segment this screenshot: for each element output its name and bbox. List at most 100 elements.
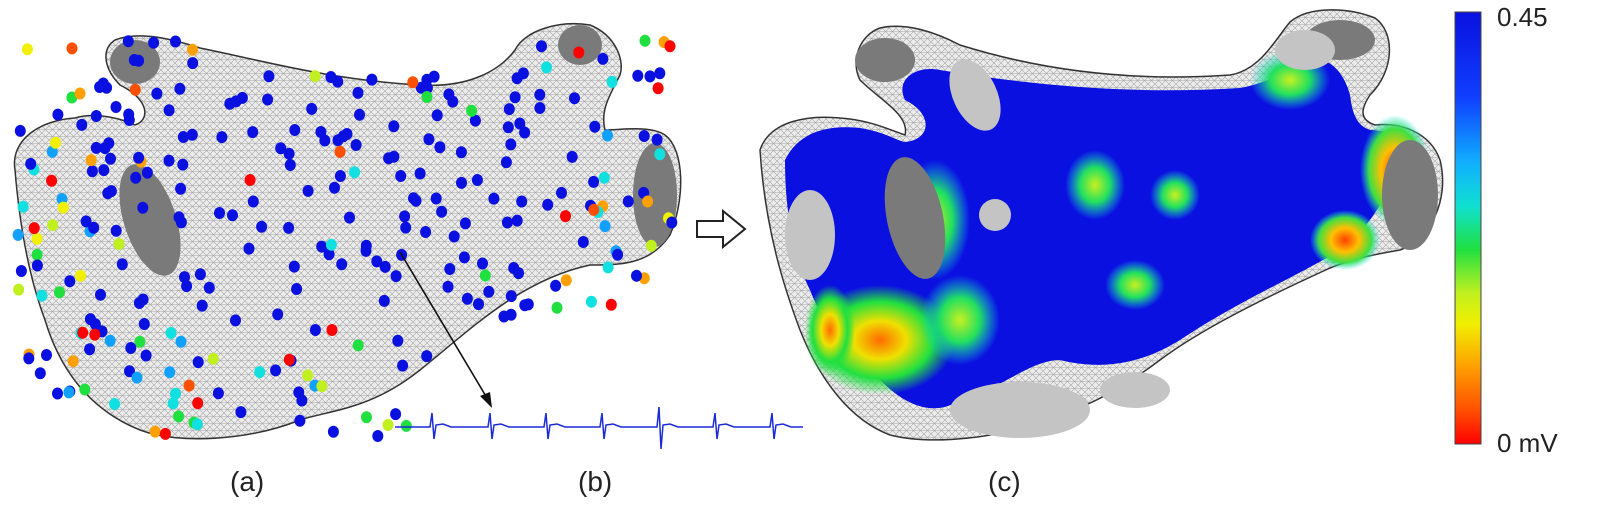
electrogram-trace [395, 406, 803, 450]
unmapped-patch-5 [1100, 372, 1170, 408]
electrode-point [52, 108, 64, 121]
electrode-point [50, 136, 61, 149]
electrode-point [31, 259, 43, 272]
electrode-point [275, 142, 287, 155]
electrode-point [31, 232, 43, 245]
electrode-point [110, 224, 122, 237]
electrode-point [54, 286, 65, 299]
electrode-point [137, 201, 149, 214]
electrode-point [397, 359, 409, 372]
electrode-point [652, 82, 664, 95]
electrode-point [414, 167, 426, 180]
electrode-point [602, 261, 614, 274]
scar-region-5 [1105, 260, 1165, 310]
electrode-point [235, 406, 247, 419]
electrode-point [509, 91, 521, 104]
electrode-point [302, 184, 314, 197]
electrode-point [134, 335, 146, 348]
electrode-point [165, 327, 177, 339]
scar-region-4 [1150, 170, 1200, 220]
electrode-point [573, 46, 585, 59]
electrode-point [408, 192, 419, 205]
electrode-point [167, 397, 179, 410]
electrode-point [84, 343, 96, 356]
colorbar-max-label: 0.45 [1497, 2, 1548, 32]
electrode-point [175, 335, 187, 348]
electrode-point [113, 238, 125, 250]
electrode-point [181, 280, 193, 293]
electrode-point [124, 365, 135, 378]
electrode-point [605, 298, 617, 311]
electrode-point [13, 283, 25, 296]
electrode-point [170, 387, 181, 400]
electrode-point [371, 255, 383, 268]
electrode-point [631, 269, 642, 282]
electrode-point [589, 120, 601, 133]
electrode-point [159, 427, 171, 440]
electrode-point [244, 174, 256, 186]
unmapped-patch-1 [949, 59, 1001, 131]
pointer-arrow-icon [399, 251, 488, 399]
electrode-point [337, 130, 349, 143]
colorbar-scale [1454, 11, 1482, 445]
electrode-point [350, 139, 362, 151]
electrode-point [243, 242, 255, 255]
electrode-point [316, 380, 328, 393]
vein-opening-a1 [119, 164, 181, 276]
electrode-point [90, 141, 102, 154]
electrode-point [654, 148, 666, 161]
electrode-point [400, 221, 412, 234]
electrode-point [664, 40, 676, 53]
electrode-point [88, 221, 100, 234]
electrode-point [349, 166, 361, 179]
electrode-point [352, 339, 364, 352]
vein-opening-c2 [855, 38, 915, 82]
electrode-point [436, 205, 448, 218]
electrode-point [214, 207, 225, 219]
electrode-point [85, 154, 97, 167]
electrode-point [97, 77, 109, 90]
electrode-point [514, 117, 526, 130]
electrode-point [46, 145, 58, 158]
electrode-point [133, 151, 145, 164]
electrode-points [12, 34, 678, 442]
electrode-point [444, 263, 456, 275]
electrode-point [323, 248, 335, 261]
panel-b-signal [395, 251, 803, 450]
scar-region-2 [805, 285, 855, 375]
electrode-point [622, 195, 634, 208]
electrode-point [236, 91, 248, 104]
electrode-point [34, 367, 46, 380]
electrode-point [645, 239, 657, 252]
electrode-point [309, 324, 321, 336]
electrode-point [602, 129, 613, 142]
electrode-point [84, 313, 96, 326]
electrode-point [123, 108, 135, 121]
electrode-point [283, 221, 295, 234]
electrode-point [642, 195, 654, 208]
electrode-point [455, 146, 467, 159]
unmapped-patch-2 [979, 199, 1011, 231]
electrode-point [186, 128, 198, 141]
electrode-point [447, 95, 459, 108]
scar-region-10 [920, 275, 1000, 365]
electrode-point [612, 248, 624, 261]
electrode-point [52, 387, 63, 400]
electrode-point [400, 419, 412, 432]
electrode-point [302, 369, 314, 382]
electrode-point [75, 269, 86, 282]
electrode-point [129, 83, 141, 96]
electrode-point [334, 145, 346, 158]
electrode-point [511, 72, 523, 85]
electrode-point [388, 120, 400, 133]
vein-opening-c1 [884, 157, 946, 279]
electrode-point [502, 121, 514, 134]
electrode-point [551, 301, 563, 314]
electrode-point [500, 156, 512, 169]
electrode-point [256, 220, 268, 233]
electrode-point [477, 257, 488, 270]
panel-c-voltage-map [759, 9, 1444, 441]
electrode-point [327, 425, 339, 438]
electrode-point [192, 397, 204, 410]
vein-opening-c4 [1382, 140, 1438, 250]
